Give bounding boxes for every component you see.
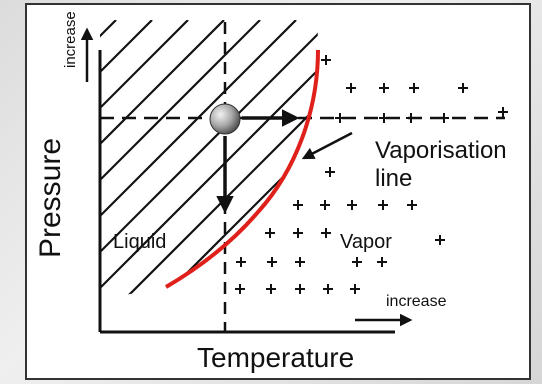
vapor-plus-marker [409, 83, 419, 93]
vapor-plus-marker [406, 113, 416, 123]
diagram-panel [25, 3, 531, 380]
vapor-plus-marker [346, 83, 356, 93]
hatch-line [299, 20, 318, 300]
vapor-plus-marker [379, 113, 389, 123]
vapor-plus-marker [347, 200, 357, 210]
vapor-plus-marker [377, 257, 387, 267]
vapor-plus-marker [458, 83, 468, 93]
vapor-plus-marker [379, 83, 389, 93]
hatch-line [100, 20, 225, 300]
x-axis-label: Temperature [197, 342, 354, 373]
curve-pointer-arrow [301, 131, 353, 160]
vapor-plus-marker [235, 284, 245, 294]
vapor-plus-marker [435, 235, 445, 245]
vapor-plus-marker [320, 200, 330, 210]
vapor-plus-marker [266, 284, 276, 294]
vapor-plus-marker [335, 113, 345, 123]
hatch-line [336, 20, 542, 340]
vapor-plus-marker [295, 257, 305, 267]
vapor-plus-marker [439, 113, 449, 123]
vapor-label: Vapor [340, 231, 392, 253]
vapor-plus-marker [321, 228, 331, 238]
vapor-plus-marker [407, 200, 417, 210]
hatch-line [100, 20, 318, 300]
vaporisation-line-label: line [375, 165, 412, 192]
vapor-plus-marker [350, 284, 360, 294]
vaporisation-curve [164, 49, 320, 289]
y-axis-label: Pressure [34, 138, 67, 258]
hatch-line [100, 20, 318, 300]
vapor-plus-marker [323, 284, 333, 294]
vapor-plus-marker [321, 55, 331, 65]
vapor-plus-marker [267, 257, 277, 267]
vapor-plus-marker [295, 284, 305, 294]
vapor-plus-marker [325, 167, 335, 177]
vapor-plus-marker [378, 200, 388, 210]
vapor-plus-marker [293, 200, 303, 210]
state-ball [209, 103, 241, 135]
liquid-label: Liquid [113, 231, 166, 253]
hatch-line [100, 20, 189, 300]
vapor-plus-marker [293, 228, 303, 238]
vapor-plus-marker [352, 257, 362, 267]
x-increase-label: increase [386, 293, 447, 310]
vaporisation-label: Vaporisation [375, 137, 507, 164]
y-increase-label: increase [62, 11, 79, 68]
vapor-plus-marker [265, 228, 275, 238]
vapor-plus-marker [498, 107, 508, 117]
vapor-region-markers [235, 55, 508, 294]
hatch-line [100, 20, 318, 300]
hatch-line [100, 20, 297, 300]
vapor-plus-marker [236, 257, 246, 267]
hatch-line [100, 20, 261, 300]
